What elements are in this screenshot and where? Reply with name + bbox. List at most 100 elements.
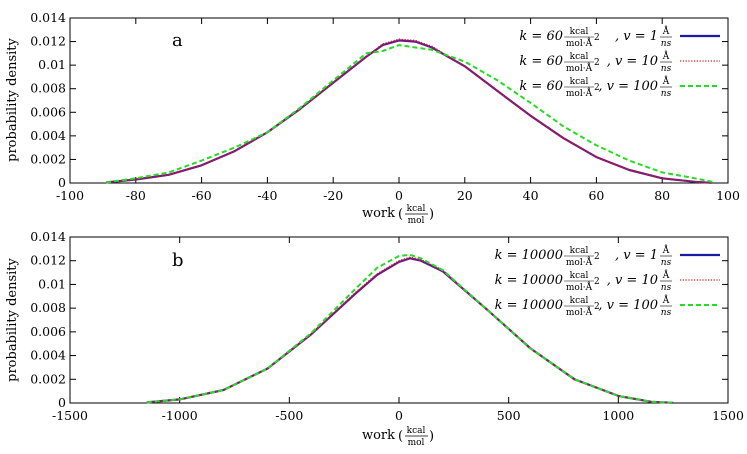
x-axis-label-paren-close: )	[429, 207, 434, 222]
x-tick-label: -80	[126, 188, 146, 203]
legend-k: k = 10000	[495, 298, 563, 313]
legend-v: , v = 100	[598, 79, 658, 94]
legend-unit-num: kcal	[570, 296, 589, 306]
series-layer	[146, 253, 674, 404]
y-tick-label: 0.012	[30, 253, 66, 268]
y-tick-label: 0.014	[30, 229, 66, 244]
legend-speed-num: Å	[662, 269, 670, 281]
x-axis-label-paren-close: )	[429, 429, 434, 444]
legend-v: , v = 100	[598, 298, 658, 313]
x-tick-label: -20	[323, 188, 343, 203]
x-axis-label: work ( kcal mol )	[362, 204, 434, 226]
x-axis-label-paren-open: (	[398, 429, 403, 444]
x-tick-label: 100	[716, 188, 740, 203]
y-tick-label: 0.002	[30, 371, 66, 386]
legend-unit-num: kcal	[570, 271, 589, 281]
legend-speed-num: Å	[662, 244, 670, 256]
y-tick-label: 0.006	[30, 104, 66, 119]
x-tick-label: 1500	[712, 408, 744, 423]
legend-k: k = 60	[519, 79, 563, 94]
legend-unit-exp: 2	[594, 33, 600, 43]
legend-speed-den: ns	[661, 39, 672, 49]
legend-k: k = 60	[519, 29, 563, 44]
y-tick-label: 0.01	[38, 276, 66, 291]
legend-speed-den: ns	[661, 283, 672, 293]
x-tick-label: 0	[395, 408, 403, 423]
x-tick-label: -60	[192, 188, 212, 203]
panel-b: 0 0.002 0.004 0.006 0.008 0.01 0.012 0.014 -1500…	[5, 229, 744, 448]
series-line-3	[106, 44, 716, 184]
y-tick-label: 0.004	[30, 348, 66, 363]
x-tick-label: -500	[275, 408, 303, 423]
y-tick-label: 0.008	[30, 81, 66, 96]
y-tick-label: 0	[58, 395, 66, 410]
x-tick-label: 40	[523, 188, 539, 203]
legend-unit-exp: 2	[594, 277, 600, 287]
y-tick-label: 0.002	[30, 151, 66, 166]
x-tick-label: -1000	[162, 408, 198, 423]
y-tick-label: 0.012	[30, 34, 66, 49]
legend-unit-den: mol·Å	[566, 37, 593, 49]
legend-unit-num: kcal	[570, 77, 589, 87]
legend-unit-exp: 2	[594, 302, 600, 312]
legend-unit-den: mol·Å	[566, 306, 593, 318]
legend-k: k = 10000	[495, 248, 563, 263]
x-axis-label-text: work	[362, 206, 395, 221]
legend-unit-den: mol·Å	[566, 256, 593, 268]
legend-unit-den: mol·Å	[566, 281, 593, 293]
legend-speed-num: Å	[662, 50, 670, 62]
y-tick-label: 0.006	[30, 324, 66, 339]
x-axis-label: work ( kcal mol )	[362, 426, 434, 448]
x-tick-label: -100	[56, 188, 84, 203]
panel-a: 0 0.002 0.004 0.006 0.008 0.01 0.012 0.014 -100 -…	[5, 10, 740, 226]
legend-v: , v = 1	[615, 248, 658, 263]
x-tick-label: 0	[395, 188, 403, 203]
series-line-2	[106, 38, 712, 184]
legend-v: , v = 10	[607, 273, 658, 288]
x-axis-unit-den: mol	[408, 216, 425, 226]
y-axis-label: probability density	[5, 257, 20, 381]
axis-ticks: 0 0.002 0.004 0.006 0.008 0.01 0.012 0.014 -100 -…	[30, 10, 740, 203]
x-tick-label: 20	[457, 188, 473, 203]
legend-v: , v = 10	[607, 54, 658, 69]
legend-speed-num: Å	[662, 75, 670, 87]
x-axis-unit-den: mol	[408, 438, 425, 448]
legend-unit-num: kcal	[570, 27, 589, 37]
legend-unit-num: kcal	[570, 52, 589, 62]
x-axis-unit-num: kcal	[407, 204, 426, 214]
legend-unit-exp: 2	[594, 252, 600, 262]
y-axis-label: probability density	[5, 37, 20, 161]
x-tick-label: 500	[497, 408, 521, 423]
legend-k: k = 10000	[495, 273, 563, 288]
legend-k: k = 60	[519, 54, 563, 69]
x-tick-label: 1000	[602, 408, 634, 423]
y-tick-label: 0.014	[30, 10, 66, 25]
legend-speed-den: ns	[661, 64, 672, 74]
legend-speed-den: ns	[661, 89, 672, 99]
y-tick-label: 0.004	[30, 128, 66, 143]
series-layer	[106, 38, 716, 184]
x-tick-label: -40	[257, 188, 277, 203]
x-tick-label: 60	[588, 188, 604, 203]
y-tick-label: 0	[58, 175, 66, 190]
x-axis-label-paren-open: (	[398, 207, 403, 222]
legend-unit-den: mol·Å	[566, 62, 593, 74]
legend-unit-den: mol·Å	[566, 87, 593, 99]
x-axis-unit-num: kcal	[407, 426, 426, 436]
x-tick-label: -1500	[52, 408, 88, 423]
legend-speed-den: ns	[661, 258, 672, 268]
x-axis-label-text: work	[362, 428, 395, 443]
panel-letter: b	[172, 250, 184, 271]
y-tick-label: 0.01	[38, 57, 66, 72]
legend-unit-exp: 2	[594, 58, 600, 68]
legend-v: , v = 1	[615, 29, 658, 44]
